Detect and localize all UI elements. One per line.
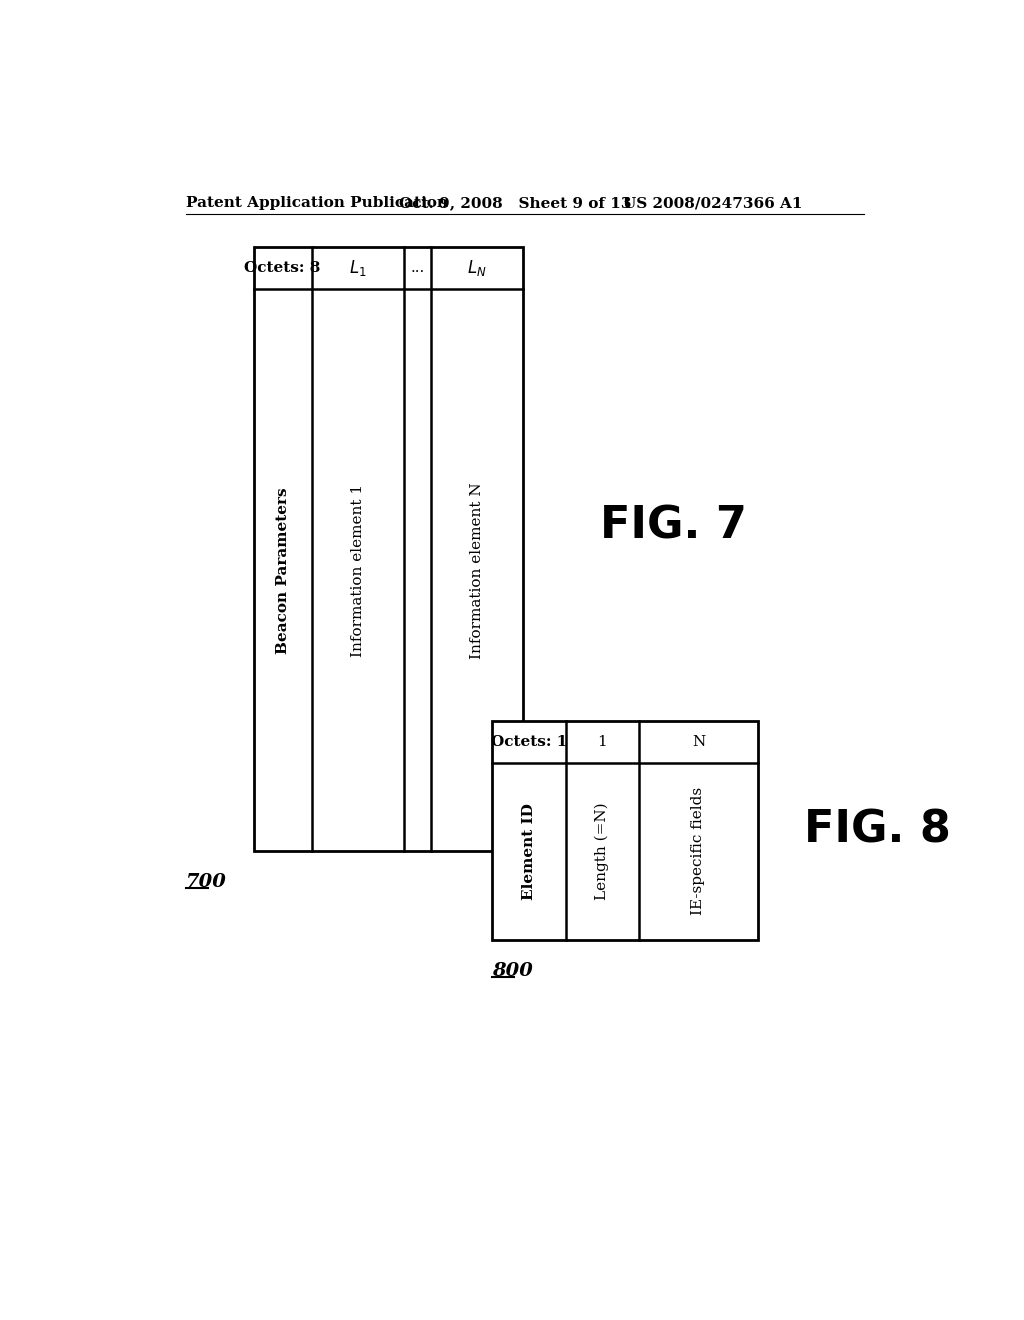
Text: IE-specific fields: IE-specific fields <box>691 787 706 916</box>
Text: 700: 700 <box>186 874 227 891</box>
Text: US 2008/0247366 A1: US 2008/0247366 A1 <box>624 197 803 210</box>
Text: 800: 800 <box>493 962 534 979</box>
Text: Information element N: Information element N <box>470 482 484 659</box>
Text: Patent Application Publication: Patent Application Publication <box>186 197 449 210</box>
Text: Octets: 8: Octets: 8 <box>245 261 321 275</box>
Text: FIG. 7: FIG. 7 <box>600 504 748 548</box>
Text: Beacon Parameters: Beacon Parameters <box>275 487 290 653</box>
Bar <box>254 247 523 851</box>
Text: N: N <box>692 735 706 748</box>
Bar <box>493 721 758 940</box>
Text: Element ID: Element ID <box>522 803 536 900</box>
Text: FIG. 8: FIG. 8 <box>804 809 951 851</box>
Text: $L_N$: $L_N$ <box>467 259 486 279</box>
Text: $L_1$: $L_1$ <box>349 259 367 279</box>
Text: ...: ... <box>411 261 425 275</box>
Text: 1: 1 <box>597 735 607 748</box>
Text: Length (=N): Length (=N) <box>595 803 609 900</box>
Text: Information element 1: Information element 1 <box>350 484 365 657</box>
Text: Oct. 9, 2008   Sheet 9 of 13: Oct. 9, 2008 Sheet 9 of 13 <box>398 197 631 210</box>
Text: Octets: 1: Octets: 1 <box>490 735 567 748</box>
